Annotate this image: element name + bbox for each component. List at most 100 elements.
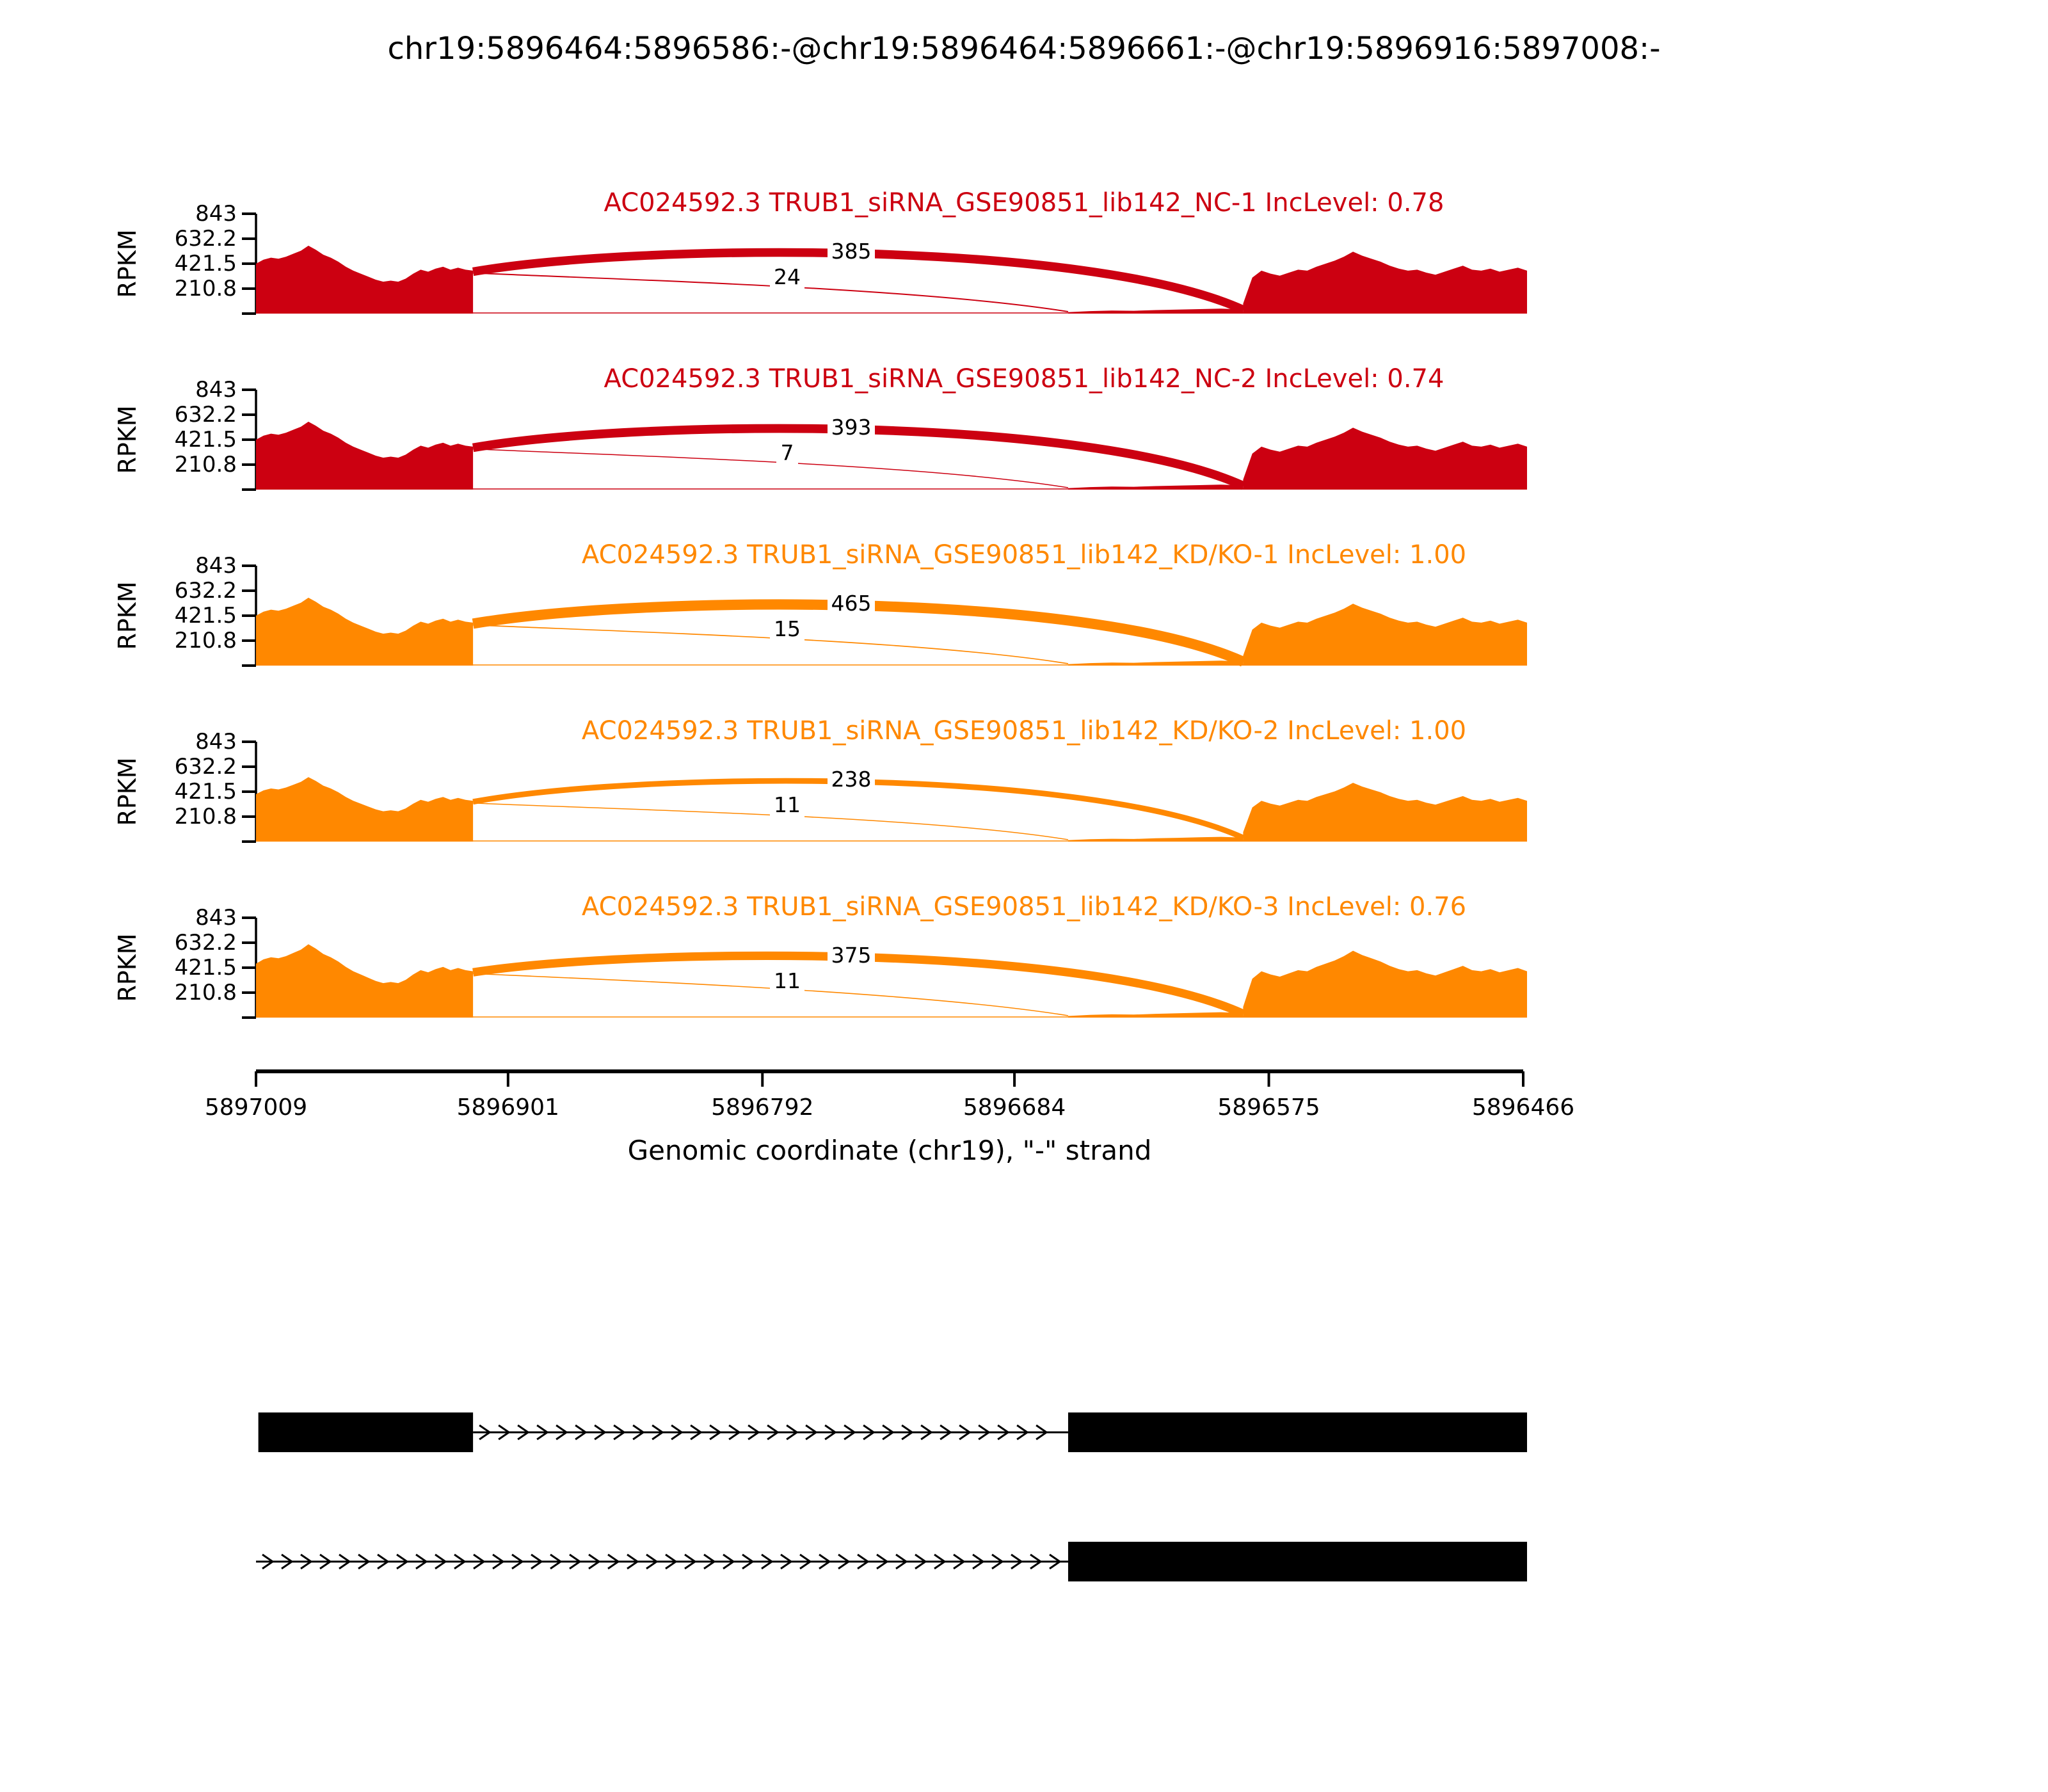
intron-direction-chevron: [319, 1553, 331, 1570]
coverage-upstream-exon: [256, 597, 474, 666]
x-axis-title: Genomic coordinate (chr19), "-" strand: [628, 1135, 1152, 1166]
intron-direction-chevron: [684, 1553, 696, 1570]
track-title-5: AC024592.3 TRUB1_siRNA_GSE90851_lib142_K…: [581, 892, 1467, 922]
junction-count: 24: [774, 264, 801, 289]
coverage-downstream-exon: [1243, 950, 1527, 1018]
intron-direction-chevron: [920, 1424, 932, 1441]
coverage-long-exon-extension: [1068, 1012, 1244, 1018]
coverage-upstream-exon: [256, 421, 474, 490]
junction-count: 465: [831, 591, 872, 616]
intron-direction-chevron: [536, 1424, 548, 1441]
y-axis-title-rpkm: RPKM: [113, 581, 141, 650]
transcript-exon: [258, 1412, 474, 1452]
coverage-long-exon-extension: [1068, 484, 1244, 490]
junction-count: 15: [774, 616, 801, 641]
y-tick-label: 632.2: [175, 402, 237, 428]
intron-direction-chevron: [838, 1553, 849, 1570]
intron-direction-chevron: [786, 1424, 797, 1441]
intron-direction-chevron: [556, 1424, 567, 1441]
junction-count-box: [770, 616, 804, 641]
intron-direction-chevron: [953, 1553, 964, 1570]
y-tick-label: 421.5: [175, 955, 237, 980]
intron-direction-chevron: [588, 1553, 600, 1570]
track-title-3: AC024592.3 TRUB1_siRNA_GSE90851_lib142_K…: [581, 540, 1467, 570]
y-tick-label: 421.5: [175, 779, 237, 804]
x-tick-label: 5896901: [457, 1094, 559, 1121]
coverage-upstream-exon: [256, 777, 474, 842]
y-tick-label: 843: [195, 905, 237, 931]
junction-count-box: [828, 590, 875, 616]
intron-direction-chevron: [511, 1553, 523, 1570]
track-title-2: AC024592.3 TRUB1_siRNA_GSE90851_lib142_N…: [604, 364, 1444, 394]
intron-direction-chevron: [901, 1424, 913, 1441]
intron-direction-chevron: [1016, 1424, 1028, 1441]
intron-direction-chevron: [339, 1553, 350, 1570]
junction-arc-long-exon: [473, 973, 1069, 1016]
intron-direction-chevron: [498, 1424, 509, 1441]
intron-direction-chevron: [1030, 1553, 1041, 1570]
intron-direction-chevron: [594, 1424, 605, 1441]
y-tick-label: 210.8: [175, 276, 237, 301]
intron-direction-chevron: [479, 1424, 490, 1441]
intron-direction-chevron: [780, 1553, 792, 1570]
y-tick-label: 421.5: [175, 251, 237, 276]
junction-arc-long-exon: [473, 448, 1069, 488]
transcript-exon: [1068, 1542, 1527, 1581]
junction-arc-long-exon: [473, 802, 1069, 840]
junction-count-box: [770, 968, 804, 993]
intron-direction-chevron: [665, 1553, 676, 1570]
intron-direction-chevron: [517, 1424, 529, 1441]
x-tick-label: 5897009: [205, 1094, 307, 1121]
intron-direction-chevron: [857, 1553, 868, 1570]
intron-direction-chevron: [876, 1553, 888, 1570]
intron-direction-chevron: [934, 1553, 945, 1570]
track-title-4: AC024592.3 TRUB1_siRNA_GSE90851_lib142_K…: [581, 716, 1467, 746]
intron-direction-chevron: [300, 1553, 312, 1570]
coverage-long-exon-extension: [1068, 836, 1244, 842]
intron-direction-chevron: [632, 1424, 644, 1441]
y-tick-label: 421.5: [175, 603, 237, 628]
intron-direction-chevron: [767, 1424, 778, 1441]
y-tick-label: 843: [195, 553, 237, 579]
junction-count: 385: [831, 239, 872, 264]
intron-direction-chevron: [627, 1553, 638, 1570]
x-tick-label: 5896466: [1472, 1094, 1574, 1121]
intron-direction-chevron: [1011, 1553, 1022, 1570]
intron-direction-chevron: [492, 1553, 504, 1570]
coverage-downstream-exon: [1243, 428, 1527, 490]
intron-direction-chevron: [978, 1424, 989, 1441]
intron-direction-chevron: [531, 1553, 542, 1570]
intron-direction-chevron: [607, 1553, 619, 1570]
intron-direction-chevron: [569, 1553, 580, 1570]
intron-direction-chevron: [882, 1424, 893, 1441]
coverage-upstream-exon: [256, 944, 474, 1018]
intron-direction-chevron: [435, 1553, 446, 1570]
y-tick-label: 632.2: [175, 578, 237, 604]
intron-direction-chevron: [805, 1424, 817, 1441]
y-tick-label: 210.8: [175, 980, 237, 1005]
coverage-long-exon-extension: [1068, 660, 1244, 666]
intron-direction-chevron: [991, 1553, 1003, 1570]
intron-direction-chevron: [262, 1553, 273, 1570]
intron-direction-chevron: [575, 1424, 586, 1441]
intron-direction-chevron: [723, 1553, 734, 1570]
intron-direction-chevron: [915, 1553, 926, 1570]
y-tick-label: 843: [195, 377, 237, 403]
transcript-exon: [1068, 1412, 1527, 1452]
junction-count-box: [776, 440, 798, 465]
intron-direction-chevron: [824, 1424, 836, 1441]
intron-direction-chevron: [742, 1553, 753, 1570]
coverage-downstream-exon: [1243, 252, 1527, 314]
intron-direction-chevron: [895, 1553, 907, 1570]
y-axis-title-rpkm: RPKM: [113, 933, 141, 1002]
intron-direction-chevron: [473, 1553, 484, 1570]
intron-direction-chevron: [1036, 1424, 1047, 1441]
track-title-1: AC024592.3 TRUB1_siRNA_GSE90851_lib142_N…: [604, 188, 1444, 218]
intron-direction-chevron: [358, 1553, 369, 1570]
coverage-downstream-exon: [1243, 604, 1527, 666]
junction-arc-long-exon: [473, 272, 1069, 312]
